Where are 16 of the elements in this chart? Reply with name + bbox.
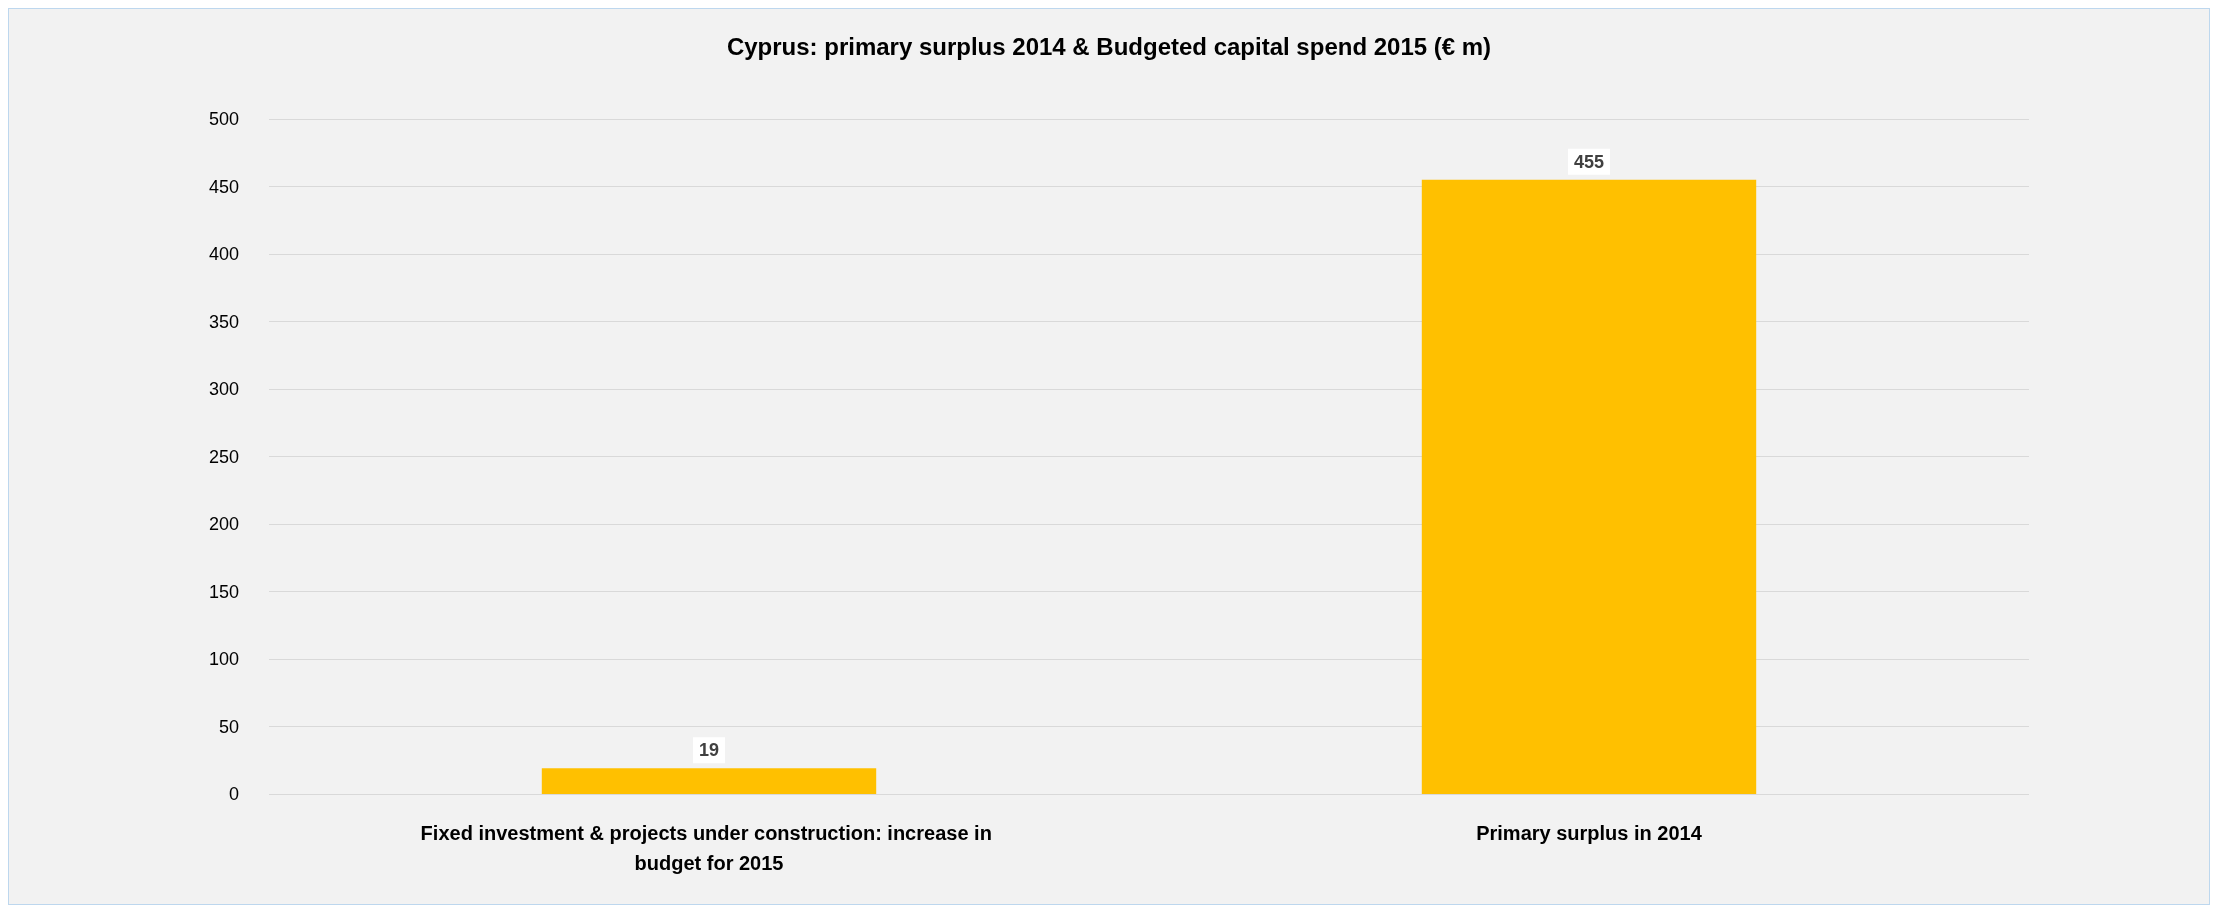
- x-tick-label: Primary surplus in 2014: [1476, 822, 1703, 844]
- x-tick-label: Fixed investment & projects under construction: increase in budget for 2015: [420, 822, 998, 874]
- y-tick-label: 250: [208, 446, 239, 467]
- y-tick-label: 200: [208, 514, 239, 534]
- y-tick-label: 400: [208, 244, 239, 264]
- y-tick-label: 50: [218, 716, 239, 737]
- y-tick-label: 300: [208, 379, 239, 399]
- y-tick-label: 450: [208, 176, 239, 197]
- y-tick-label: 500: [208, 109, 239, 129]
- y-tick-label: 150: [208, 581, 239, 602]
- data-label: 19: [698, 740, 720, 761]
- chart-title: Cyprus: primary surplus 2014 & Budgeted capital spend 2015 (€ m): [726, 32, 1492, 60]
- y-tick-label: 0: [228, 784, 239, 804]
- y-tick-label: 350: [208, 311, 239, 332]
- data-label: 455: [1573, 151, 1605, 172]
- y-tick-label: 100: [208, 649, 239, 669]
